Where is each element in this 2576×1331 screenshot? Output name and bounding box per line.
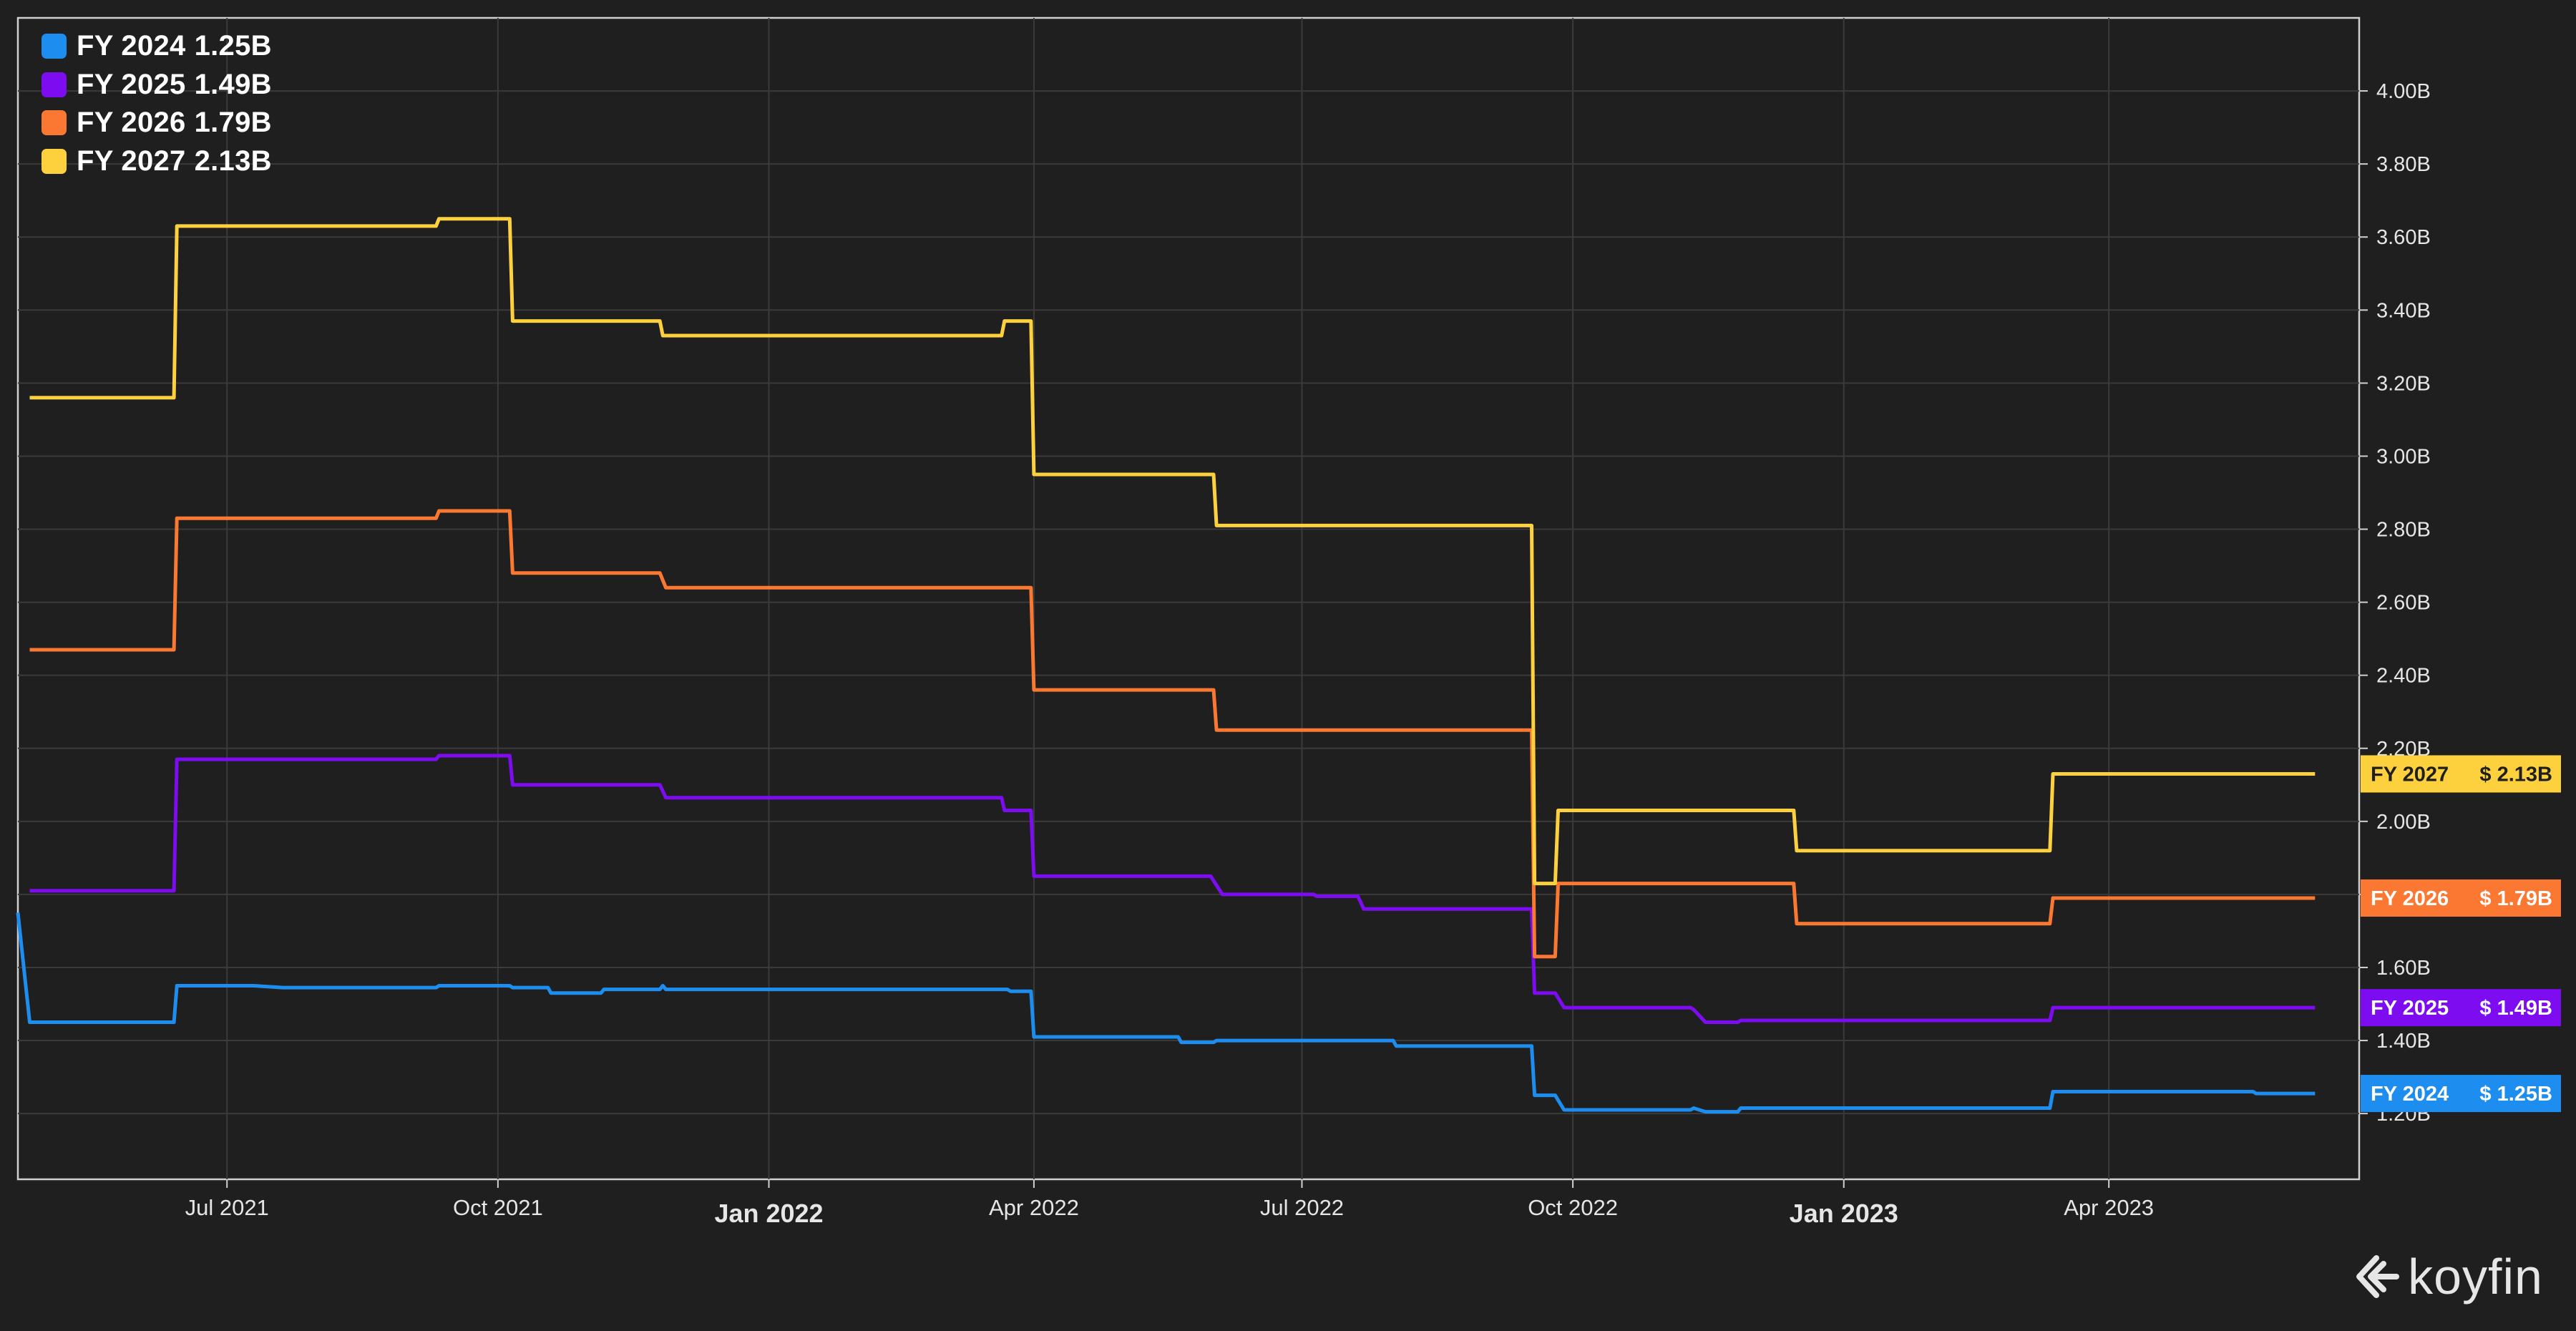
legend-swatch (42, 72, 67, 97)
legend-series-name: FY 2027 (77, 145, 186, 177)
last-value-series: FY 2024 (2371, 1083, 2449, 1106)
legend-item-fy2024[interactable]: FY 2024 1.25B (42, 27, 280, 66)
legend-swatch (42, 110, 67, 136)
x-tick-label: Apr 2022 (989, 1195, 1079, 1220)
last-value-amount: $ 2.13B (2479, 763, 2552, 786)
legend-series-value: 2.13B (194, 145, 272, 177)
y-tick-label: 3.20B (2376, 372, 2431, 395)
series-line-fy2024[interactable] (16, 912, 2316, 1114)
x-tick-label: Jul 2021 (185, 1195, 269, 1220)
y-tick-label: 2.00B (2376, 811, 2431, 834)
series-lines (16, 217, 2316, 1114)
last-value-box (2361, 989, 2561, 1027)
y-tick-label: 3.60B (2376, 226, 2431, 249)
legend-series-name: FY 2026 (77, 107, 186, 139)
koyfin-logo-icon (2356, 1255, 2400, 1298)
y-tick-label: 2.60B (2376, 592, 2431, 615)
last-value-label-fy2024: FY 2024 $ 1.25B (2361, 1075, 2561, 1113)
last-value-box (2361, 755, 2561, 793)
y-tick-label: 1.40B (2376, 1030, 2431, 1053)
last-value-label-fy2027: FY 2027 $ 2.13B (2361, 755, 2561, 793)
x-tick-label: Jul 2022 (1260, 1195, 1344, 1220)
series-line-fy2026[interactable] (29, 509, 2316, 959)
legend-series-name: FY 2024 (77, 30, 186, 62)
last-value-amount: $ 1.79B (2479, 887, 2552, 910)
last-value-amount: $ 1.25B (2479, 1083, 2552, 1106)
last-value-label-fy2025: FY 2025 $ 1.49B (2361, 989, 2561, 1027)
y-tick-label: 3.80B (2376, 153, 2431, 176)
y-tick-label: 2.40B (2376, 665, 2431, 688)
last-value-labels: FY 2024 $ 1.25B FY 2025 $ 1.49B FY 2026 $ 1.7… (2361, 755, 2561, 1113)
y-tick-label: 2.80B (2376, 519, 2431, 542)
x-tick-label: Oct 2021 (453, 1195, 543, 1220)
legend-series-value: 1.25B (194, 30, 272, 62)
y-tick-label: 3.40B (2376, 299, 2431, 322)
last-value-box (2361, 879, 2561, 917)
last-value-label-fy2026: FY 2026 $ 1.79B (2361, 879, 2561, 917)
plot-area (16, 16, 2361, 1181)
last-value-series: FY 2027 (2371, 763, 2449, 786)
brand-name: koyfin (2408, 1249, 2543, 1305)
x-tick-label: Oct 2022 (1528, 1195, 1618, 1220)
legend-series-value: 1.79B (194, 107, 272, 139)
last-value-box (2361, 1075, 2561, 1113)
y-tick-label: 1.60B (2376, 957, 2431, 980)
x-tick-label: Jan 2022 (714, 1199, 823, 1228)
x-axis: Jul 2021 Oct 2021 Jan 2022 Apr 2022 Jul 2022… (185, 1179, 2154, 1228)
legend-swatch (42, 148, 67, 174)
legend-series-value: 1.49B (194, 68, 272, 100)
x-tick-label: Apr 2023 (2064, 1195, 2154, 1220)
brand[interactable]: koyfin (2355, 1248, 2543, 1305)
legend: FY 2024 1.25B FY 2025 1.49B FY 2026 1.79B F… (42, 27, 280, 180)
legend-item-fy2025[interactable]: FY 2025 1.49B (42, 66, 280, 104)
y-tick-label: 4.00B (2376, 80, 2431, 103)
y-tick-label: 3.00B (2376, 445, 2431, 468)
legend-series-name: FY 2025 (77, 68, 186, 100)
grid (18, 18, 2359, 1179)
last-value-amount: $ 1.49B (2479, 997, 2552, 1020)
series-line-fy2027[interactable] (29, 217, 2316, 886)
last-value-series: FY 2025 (2371, 997, 2449, 1020)
legend-item-fy2026[interactable]: FY 2026 1.79B (42, 104, 280, 142)
x-tick-label: Jan 2023 (1790, 1199, 1898, 1228)
series-line-fy2025[interactable] (29, 754, 2316, 1024)
last-value-series: FY 2026 (2371, 887, 2449, 910)
y-axis: 1.20B1.40B1.60B1.80B2.00B2.20B2.40B2.60B… (2359, 80, 2431, 1126)
legend-swatch (42, 34, 67, 59)
legend-item-fy2027[interactable]: FY 2027 2.13B (42, 142, 280, 181)
